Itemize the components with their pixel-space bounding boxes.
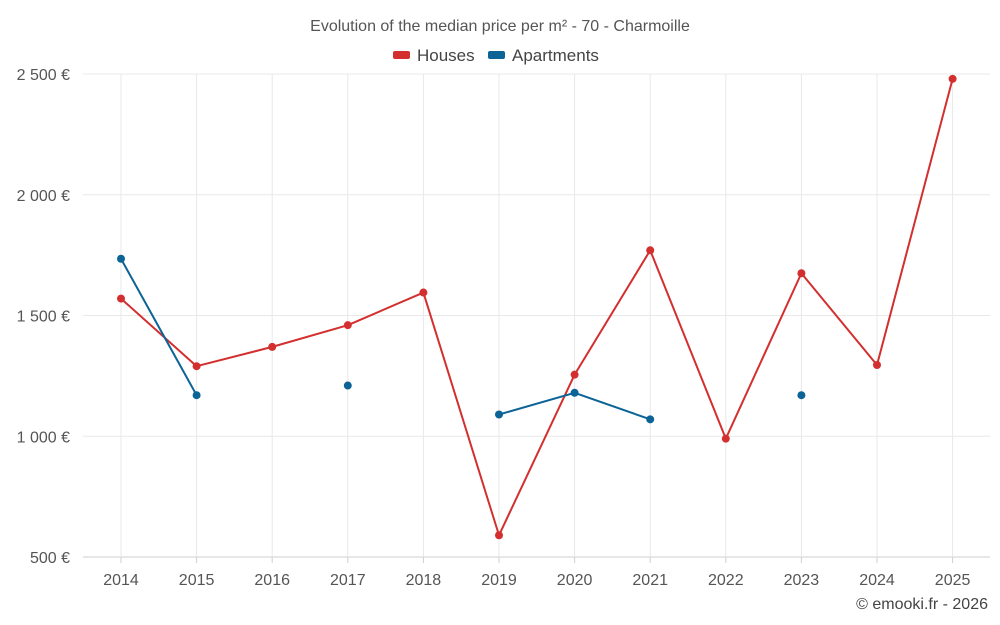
data-point-houses: [948, 74, 957, 83]
x-tick-label: 2015: [179, 572, 215, 589]
data-point-houses: [873, 361, 881, 370]
x-tick-label: 2017: [330, 572, 366, 589]
data-point-houses: [646, 246, 655, 255]
y-tick-label: 2 000 €: [17, 188, 70, 205]
data-point-houses: [797, 269, 806, 278]
data-point-houses: [495, 531, 503, 540]
series-group: [117, 74, 957, 540]
data-point-apartments: [797, 391, 806, 400]
data-point-houses: [268, 342, 277, 351]
y-tick-label: 2 500 €: [17, 67, 70, 84]
y-tick-label: 500 €: [30, 550, 70, 567]
x-tick-label: 2016: [254, 572, 290, 589]
legend-label-apartments: Apartments: [512, 46, 599, 65]
data-point-houses: [721, 434, 730, 443]
x-tick-label: 2025: [935, 572, 971, 589]
x-tick-label: 2019: [481, 572, 517, 589]
chart-title: Evolution of the median price per m² - 7…: [310, 18, 690, 35]
x-tick-label: 2020: [557, 572, 593, 589]
x-tick-label: 2022: [708, 572, 744, 589]
x-tick-label: 2021: [632, 572, 668, 589]
data-point-apartments: [192, 391, 201, 400]
data-point-apartments: [117, 254, 125, 263]
credit-text: © emooki.fr - 2026: [856, 596, 988, 613]
grid: [83, 73, 990, 558]
legend-label-houses: Houses: [417, 46, 475, 65]
data-point-houses: [343, 321, 352, 330]
data-point-houses: [419, 288, 428, 297]
x-tick-label: 2018: [406, 572, 442, 589]
data-point-houses: [570, 370, 579, 379]
legend-swatch-apartments: [488, 51, 505, 59]
legend-swatch-houses: [393, 51, 410, 59]
series-line-houses: [120, 78, 954, 537]
data-point-houses: [117, 294, 125, 303]
data-point-apartments: [495, 410, 503, 419]
x-axis: 2014 2015 2016 2017 2018 2019 2020 2021 2022 2023…: [103, 557, 970, 589]
legend: Houses Apartments: [393, 46, 599, 65]
x-tick-label: 2014: [103, 572, 139, 589]
y-axis: 500 € 1 000 € 1 500 € 2 000 € 2 500 €: [17, 67, 70, 567]
data-point-apartments: [646, 415, 655, 424]
data-point-houses: [192, 362, 201, 371]
data-point-apartments: [570, 388, 579, 397]
y-tick-label: 1 000 €: [17, 429, 70, 446]
y-tick-label: 1 500 €: [17, 309, 70, 326]
data-point-apartments: [343, 381, 352, 390]
x-tick-label: 2024: [859, 572, 895, 589]
x-tick-label: 2023: [784, 572, 820, 589]
series-line-apartments: [120, 258, 198, 396]
